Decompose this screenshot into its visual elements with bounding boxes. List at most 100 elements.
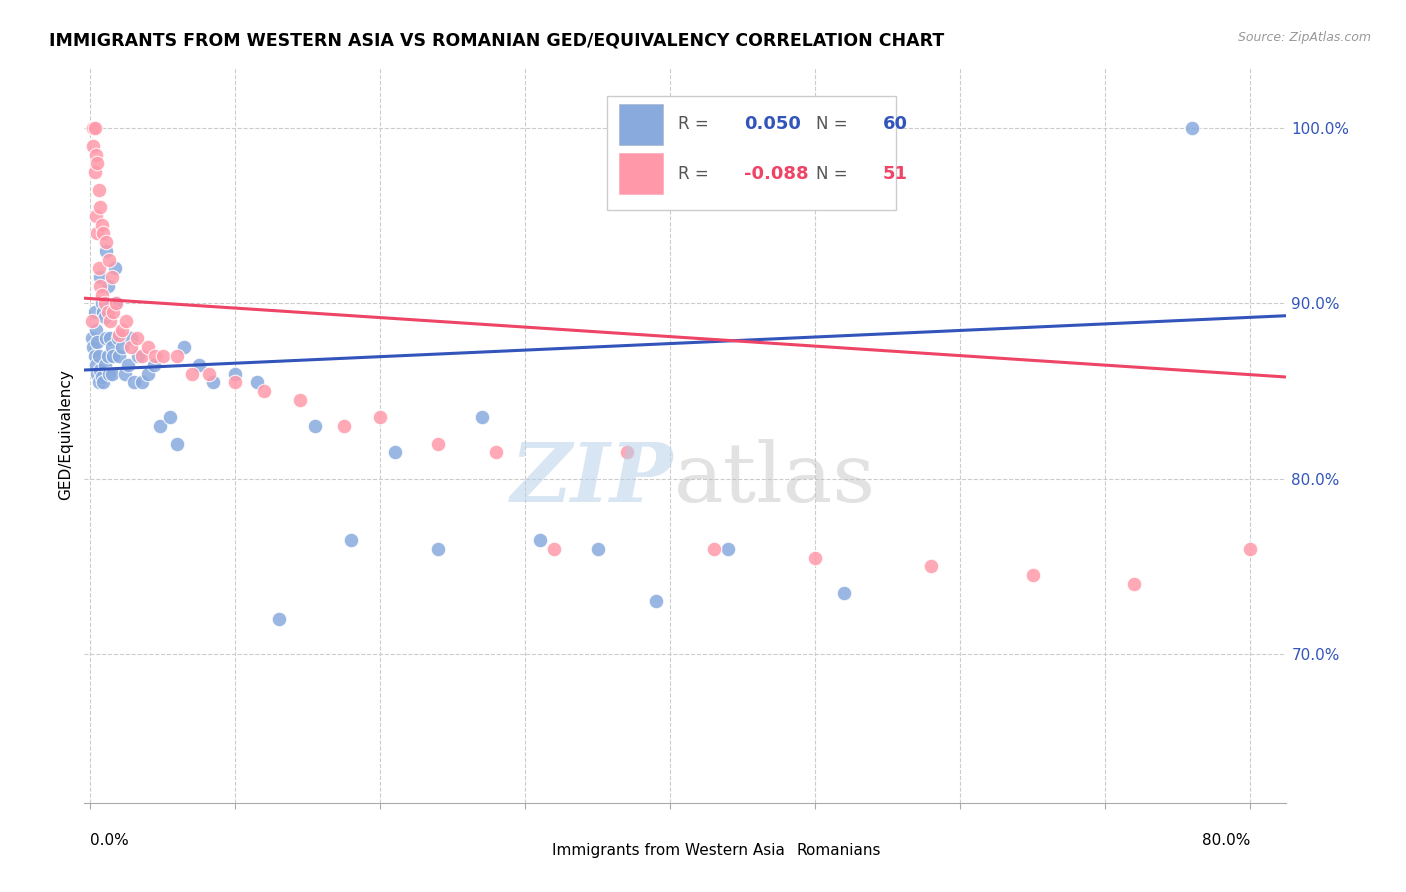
Point — [114, 367, 136, 381]
Point — [94, 235, 117, 249]
Point — [83, 305, 105, 319]
Point — [93, 310, 115, 325]
Point — [107, 331, 129, 345]
Point — [83, 121, 105, 136]
Point — [143, 358, 166, 372]
Point — [90, 370, 112, 384]
Text: 0.050: 0.050 — [744, 115, 801, 133]
Point — [427, 436, 450, 450]
Point — [427, 541, 450, 556]
Point — [529, 533, 551, 547]
Point — [127, 349, 149, 363]
Point — [120, 340, 142, 354]
Point — [543, 541, 565, 556]
Point — [91, 227, 114, 241]
Point — [94, 244, 117, 258]
Y-axis label: GED/Equivalency: GED/Equivalency — [58, 369, 73, 500]
FancyBboxPatch shape — [752, 834, 785, 867]
Point — [832, 585, 855, 599]
Point — [90, 296, 112, 310]
Point — [152, 349, 174, 363]
Point — [87, 183, 110, 197]
Point — [804, 550, 827, 565]
Text: Immigrants from Western Asia: Immigrants from Western Asia — [553, 843, 785, 858]
Point — [111, 340, 134, 354]
Point — [101, 340, 124, 354]
Point — [93, 358, 115, 372]
Text: 60: 60 — [883, 115, 908, 133]
Point — [98, 367, 121, 381]
Point — [86, 367, 108, 381]
Point — [90, 287, 112, 301]
Point — [586, 541, 609, 556]
Point — [83, 349, 105, 363]
FancyBboxPatch shape — [619, 103, 662, 145]
Point — [187, 358, 209, 372]
Point — [82, 340, 104, 354]
Point — [89, 270, 111, 285]
Point — [87, 261, 110, 276]
Point — [86, 227, 108, 241]
Point — [1022, 568, 1045, 582]
Point — [108, 349, 131, 363]
Point — [89, 200, 111, 214]
FancyBboxPatch shape — [619, 153, 662, 194]
Point — [80, 331, 103, 345]
Point — [267, 612, 290, 626]
Point — [82, 121, 104, 136]
Point — [384, 445, 406, 459]
Point — [616, 445, 638, 459]
Point — [131, 376, 153, 390]
Point — [91, 305, 114, 319]
Point — [103, 305, 125, 319]
Point — [94, 331, 117, 345]
Point — [83, 165, 105, 179]
Text: -0.088: -0.088 — [744, 165, 808, 183]
Point — [82, 138, 104, 153]
Point — [644, 594, 666, 608]
Point — [84, 147, 107, 161]
Point — [471, 410, 494, 425]
Text: IMMIGRANTS FROM WESTERN ASIA VS ROMANIAN GED/EQUIVALENCY CORRELATION CHART: IMMIGRANTS FROM WESTERN ASIA VS ROMANIAN… — [49, 31, 945, 49]
Point — [485, 445, 508, 459]
Point — [159, 410, 181, 425]
Text: N =: N = — [817, 115, 853, 133]
Point — [97, 349, 120, 363]
Point — [145, 349, 167, 363]
Point — [108, 328, 131, 343]
Point — [89, 279, 111, 293]
Point — [1181, 121, 1204, 136]
Point — [105, 296, 128, 310]
Point — [104, 261, 127, 276]
Point — [103, 349, 125, 363]
Point — [122, 376, 145, 390]
Text: 80.0%: 80.0% — [1202, 833, 1250, 848]
Point — [703, 541, 725, 556]
Point — [87, 376, 110, 390]
Point — [87, 349, 110, 363]
Point — [101, 367, 124, 381]
Point — [198, 367, 221, 381]
Point — [246, 376, 269, 390]
Point — [717, 541, 740, 556]
Point — [136, 340, 159, 354]
FancyBboxPatch shape — [607, 96, 896, 211]
Point — [1239, 541, 1261, 556]
Point — [115, 314, 138, 328]
Text: 51: 51 — [883, 165, 908, 183]
Point — [80, 314, 103, 328]
Text: 0.0%: 0.0% — [90, 833, 129, 848]
Point — [224, 376, 246, 390]
Point — [98, 252, 121, 267]
Point — [120, 331, 142, 345]
Text: R =: R = — [678, 115, 714, 133]
Point — [90, 218, 112, 232]
Point — [86, 334, 108, 349]
Point — [97, 305, 120, 319]
Point — [91, 376, 114, 390]
Point — [86, 156, 108, 170]
Point — [131, 349, 153, 363]
Point — [253, 384, 276, 398]
Point — [304, 419, 326, 434]
Point — [290, 392, 312, 407]
